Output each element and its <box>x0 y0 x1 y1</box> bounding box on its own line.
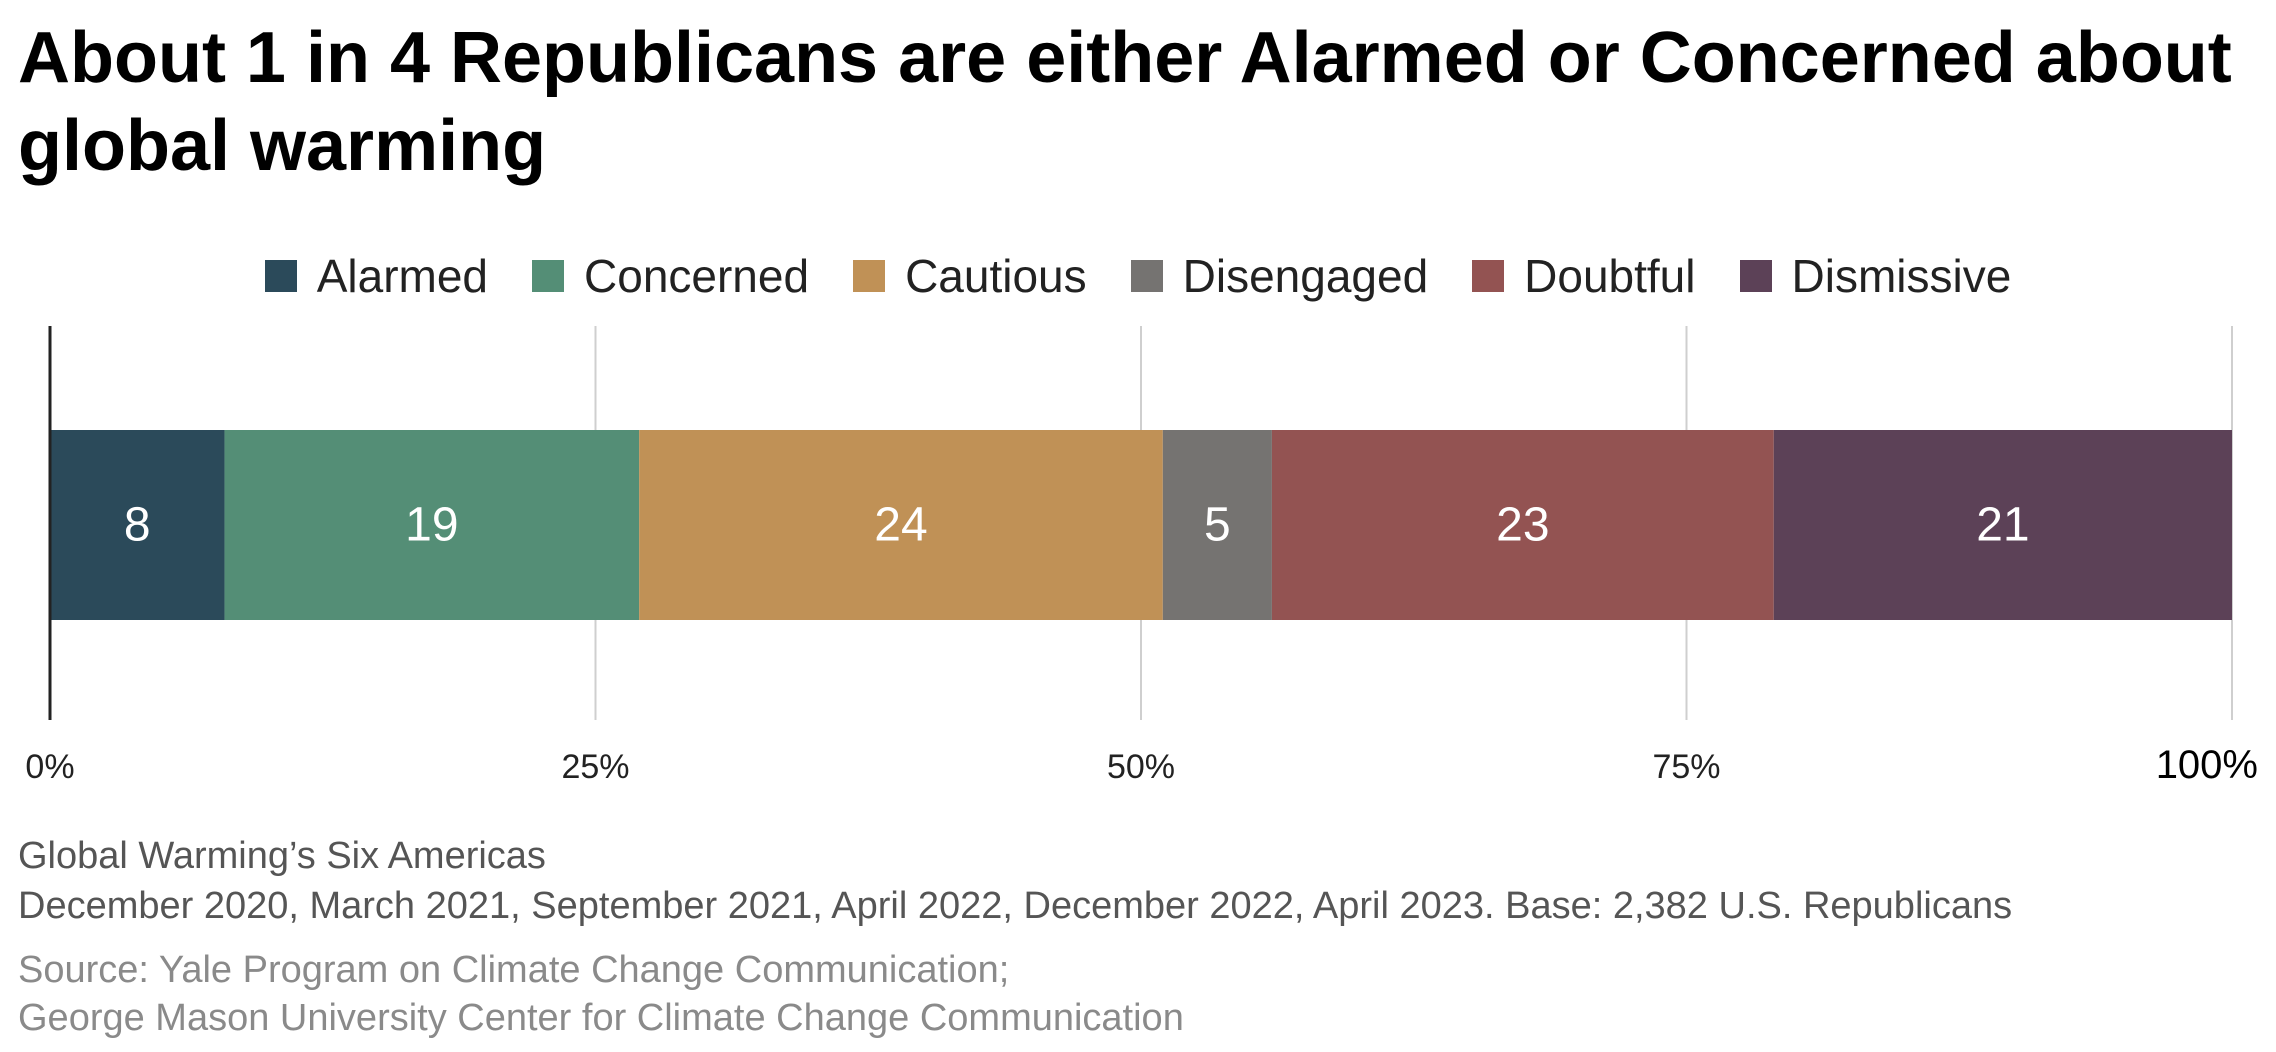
bar-segment-dismissive <box>1773 430 2232 620</box>
legend-label: Concerned <box>584 250 810 302</box>
legend-label: Cautious <box>905 250 1087 302</box>
legend-swatch <box>1739 260 1772 292</box>
legend-swatch <box>1472 260 1505 292</box>
legend-item-dismissive: Dismissive <box>1739 249 2012 303</box>
note-source: Source: Yale Program on Climate Change C… <box>18 949 1010 991</box>
legend: Alarmed Concerned Cautious Disengaged Doubtf… <box>0 244 2276 308</box>
data-label-cautious: 24 <box>874 499 927 552</box>
x-tick-label: 100% <box>2156 743 2258 787</box>
legend-item-concerned: Concerned <box>532 249 809 303</box>
data-label-dismissive: 21 <box>1976 499 2029 552</box>
x-tick-label: 50% <box>1107 748 1175 786</box>
bar-segment-alarmed <box>50 430 225 620</box>
legend-item-cautious: Cautious <box>853 249 1087 303</box>
source-notes: Global Warming’s Six Americas December 2… <box>18 832 2258 1042</box>
data-label-concerned: 19 <box>405 499 458 552</box>
legend-item-doubtful: Doubtful <box>1472 249 1696 303</box>
bar-segment-disengaged <box>1162 430 1272 620</box>
data-label-disengaged: 5 <box>1204 499 1231 552</box>
legend-label: Doubtful <box>1524 250 1696 302</box>
note-source-org: George Mason University Center for Clima… <box>18 997 1184 1039</box>
chart-title: About 1 in 4 Republicans are either Alar… <box>18 18 2232 186</box>
legend-swatch <box>532 260 565 292</box>
bar-segment-concerned <box>224 430 640 620</box>
data-label-doubtful: 23 <box>1496 499 1549 552</box>
legend-swatch <box>1130 260 1163 292</box>
bar-segment-doubtful <box>1271 430 1774 620</box>
bar-segment-cautious <box>639 430 1163 620</box>
legend-swatch <box>264 260 297 292</box>
x-tick-label: 0% <box>25 748 74 786</box>
stacked-bar-chart: 8 19 24 5 23 21 0% 25% 50% 75% 100% <box>25 326 2258 787</box>
legend-item-disengaged: Disengaged <box>1130 249 1429 303</box>
note-survey-name: Global Warming’s Six Americas <box>18 835 546 877</box>
legend-label: Disengaged <box>1182 250 1429 302</box>
legend-swatch <box>853 260 886 292</box>
legend-item-alarmed: Alarmed <box>264 249 489 303</box>
data-label-alarmed: 8 <box>124 499 151 552</box>
x-tick-label: 25% <box>561 748 629 786</box>
note-survey-dates: December 2020, March 2021, September 202… <box>18 885 2013 927</box>
legend-label: Alarmed <box>316 250 489 302</box>
x-tick-label: 75% <box>1652 748 1720 786</box>
legend-label: Dismissive <box>1791 250 2012 302</box>
